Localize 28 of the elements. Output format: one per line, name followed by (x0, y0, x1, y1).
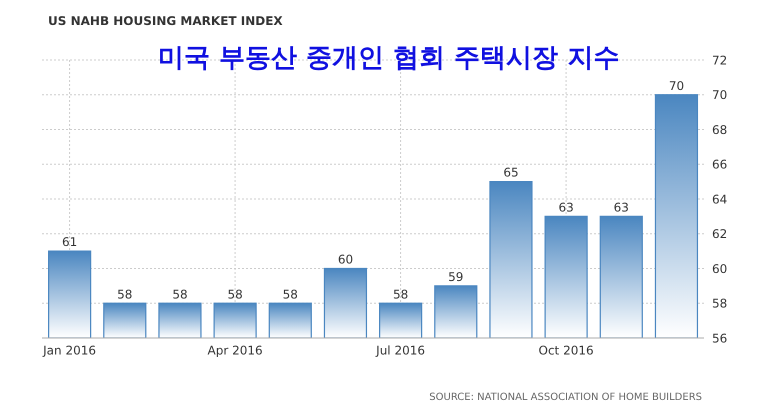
data-label: 60 (338, 252, 354, 266)
source-note: SOURCE: NATIONAL ASSOCIATION OF HOME BUILDERS (429, 392, 702, 403)
data-label: 58 (227, 287, 243, 302)
chart-subtitle: 미국 부동산 중개인 협회 주택시장 지수 (158, 42, 620, 75)
data-label: 58 (392, 287, 408, 302)
data-label: 65 (503, 166, 519, 180)
data-label: 63 (558, 200, 574, 214)
y-tick-label: 66 (712, 158, 728, 172)
x-tick-label: Jan 2016 (42, 344, 96, 358)
y-tick-label: 60 (712, 262, 728, 276)
data-label: 58 (172, 287, 188, 302)
y-tick-label: 68 (712, 122, 728, 137)
x-tick-label: Apr 2016 (208, 344, 263, 358)
y-tick-label: 70 (712, 88, 728, 102)
y-tick-label: 72 (712, 53, 728, 68)
y-tick-label: 64 (712, 192, 728, 206)
x-tick-label: Oct 2016 (538, 344, 594, 358)
data-label: 61 (62, 235, 78, 250)
data-label: 58 (282, 287, 298, 302)
data-label: 63 (614, 200, 629, 214)
y-tick-label: 56 (712, 331, 728, 346)
y-tick-label: 58 (712, 296, 728, 311)
data-label: 58 (117, 287, 132, 302)
chart-title: US NAHB HOUSING MARKET INDEX (48, 14, 283, 28)
data-label: 70 (668, 78, 684, 93)
y-tick-label: 62 (712, 227, 728, 242)
data-label: 59 (448, 270, 464, 284)
x-tick-label: Jul 2016 (375, 344, 426, 358)
